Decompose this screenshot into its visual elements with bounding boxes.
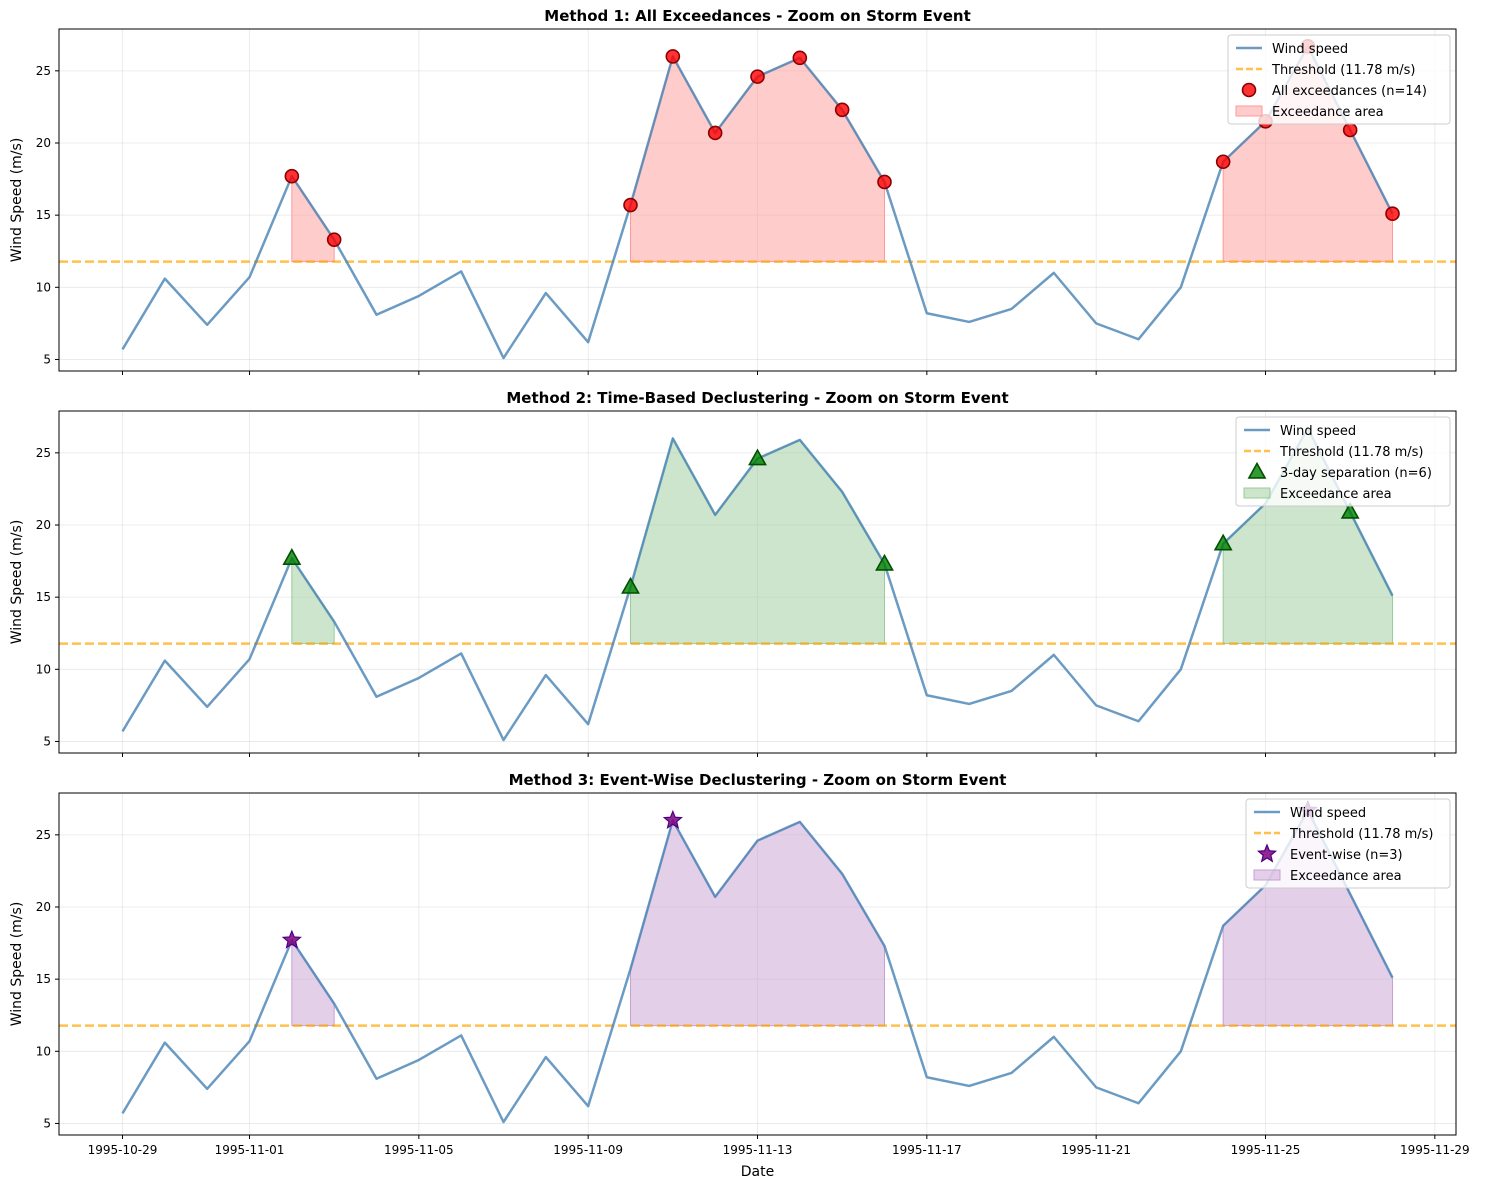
legend-box bbox=[1245, 798, 1451, 889]
x-axis-label: Date bbox=[741, 1164, 774, 1180]
data-point-marker bbox=[1385, 206, 1400, 222]
x-tick-label: 1995-11-01 bbox=[215, 1143, 285, 1157]
x-tick-label: 1995-11-21 bbox=[1061, 1143, 1131, 1157]
data-point-marker bbox=[1342, 122, 1358, 138]
data-point-marker bbox=[281, 929, 302, 949]
plot-area bbox=[59, 39, 1456, 360]
legend-label: Exceedance area bbox=[1272, 105, 1384, 120]
data-point-marker bbox=[792, 50, 808, 66]
y-tick-label: 10 bbox=[36, 280, 51, 294]
data-point-marker bbox=[707, 125, 723, 141]
data-point-marker bbox=[1340, 501, 1360, 519]
legend-swatch-area bbox=[1253, 869, 1281, 881]
y-tick-label: 25 bbox=[36, 64, 51, 78]
data-point-marker bbox=[748, 448, 767, 466]
legend-label: Threshold (11.78 m/s) bbox=[1271, 63, 1416, 78]
plot-area bbox=[59, 799, 1456, 1124]
data-point-marker bbox=[877, 174, 892, 190]
data-point-marker bbox=[326, 232, 342, 247]
exceedance-area bbox=[291, 174, 335, 263]
data-point-marker bbox=[662, 809, 683, 829]
exceedance-area bbox=[630, 819, 885, 1027]
exceedance-area bbox=[630, 55, 885, 263]
legend: Wind speed Threshold (11.78 m/s) Event-wis… bbox=[1245, 798, 1451, 889]
panel-3: 5 10 15 20 25 1995-10-29 1995-11-01 1995-11-05 1… bbox=[9, 771, 1470, 1180]
x-tick-label: 1995-11-09 bbox=[553, 1143, 623, 1157]
legend-box bbox=[1235, 416, 1451, 507]
panel-title: Method 1: All Exceedances - Zoom on Stor… bbox=[544, 7, 970, 25]
data-point-marker bbox=[621, 576, 640, 594]
plot-area bbox=[59, 427, 1456, 742]
legend: Wind speed Threshold (11.78 m/s) 3-day sep… bbox=[1235, 416, 1451, 507]
y-axis-label: Wind Speed (m/s) bbox=[9, 902, 25, 1027]
y-tick-label: 25 bbox=[36, 446, 51, 460]
exceedance-area bbox=[630, 437, 885, 645]
data-point-marker bbox=[1213, 533, 1233, 551]
wind-speed-line bbox=[121, 809, 1394, 1124]
y-tick-label: 15 bbox=[36, 972, 51, 986]
legend-label: Threshold (11.78 m/s) bbox=[1279, 445, 1424, 460]
legend-swatch-marker bbox=[1241, 82, 1257, 98]
x-tick-label: 1995-11-29 bbox=[1400, 1143, 1470, 1157]
y-tick-label: 15 bbox=[36, 208, 51, 222]
panel-title: Method 3: Event-Wise Declustering - Zoom… bbox=[509, 771, 1007, 789]
legend: Wind speed Threshold (11.78 m/s) All excee… bbox=[1227, 34, 1451, 125]
data-point-marker bbox=[1215, 154, 1231, 170]
legend-label: Exceedance area bbox=[1280, 487, 1392, 502]
legend-label: All exceedances (n=14) bbox=[1272, 84, 1427, 99]
y-tick-label: 5 bbox=[43, 352, 51, 366]
legend-swatch-area bbox=[1243, 487, 1271, 499]
exceedance-area bbox=[291, 556, 335, 645]
data-point-marker bbox=[834, 102, 850, 118]
y-tick-label: 15 bbox=[36, 590, 51, 604]
y-axis-label: Wind Speed (m/s) bbox=[9, 138, 25, 263]
y-tick-label: 20 bbox=[36, 900, 51, 914]
data-point-marker bbox=[284, 168, 300, 184]
y-tick-label: 5 bbox=[43, 1116, 51, 1130]
y-tick-label: 5 bbox=[43, 734, 51, 748]
legend-label: Event-wise (n=3) bbox=[1290, 848, 1403, 863]
x-tick-label: 1995-11-17 bbox=[892, 1143, 962, 1157]
legend-swatch-area bbox=[1235, 105, 1263, 117]
data-point-marker bbox=[750, 69, 765, 84]
x-tick-label: 1995-11-13 bbox=[723, 1143, 793, 1157]
y-tick-label: 10 bbox=[36, 662, 51, 676]
legend-label: Exceedance area bbox=[1290, 869, 1402, 884]
data-point-marker bbox=[665, 49, 681, 64]
legend-label: Wind speed bbox=[1280, 424, 1356, 439]
data-point-marker bbox=[282, 548, 302, 565]
panel-1: 5 10 15 20 25 Method 1: All Exceedances - Zoo… bbox=[9, 7, 1457, 375]
legend-label: 3-day separation (n=6) bbox=[1280, 466, 1432, 481]
panel-title: Method 2: Time-Based Declustering - Zoom… bbox=[506, 389, 1008, 407]
legend-swatch-marker bbox=[1256, 843, 1278, 863]
panel-2: 5 10 15 20 25 Method 2: Time-Based Declusteri… bbox=[9, 389, 1457, 757]
exceedance-area bbox=[291, 938, 335, 1027]
y-tick-label: 20 bbox=[36, 518, 51, 532]
legend-swatch-marker bbox=[1247, 461, 1267, 479]
y-tick-label: 20 bbox=[36, 136, 51, 150]
x-tick-label: 1995-11-05 bbox=[384, 1143, 454, 1157]
data-point-marker bbox=[875, 553, 894, 571]
legend-label: Wind speed bbox=[1272, 42, 1348, 57]
legend-label: Wind speed bbox=[1290, 806, 1366, 821]
x-tick-label: 1995-10-29 bbox=[88, 1143, 158, 1157]
x-tick-label: 1995-11-25 bbox=[1231, 1143, 1301, 1157]
y-tick-label: 10 bbox=[36, 1044, 51, 1058]
legend-box bbox=[1227, 34, 1451, 125]
y-tick-label: 25 bbox=[36, 828, 51, 842]
y-axis-label: Wind Speed (m/s) bbox=[9, 520, 25, 645]
legend-label: Threshold (11.78 m/s) bbox=[1289, 827, 1434, 842]
data-point-marker bbox=[623, 197, 638, 213]
